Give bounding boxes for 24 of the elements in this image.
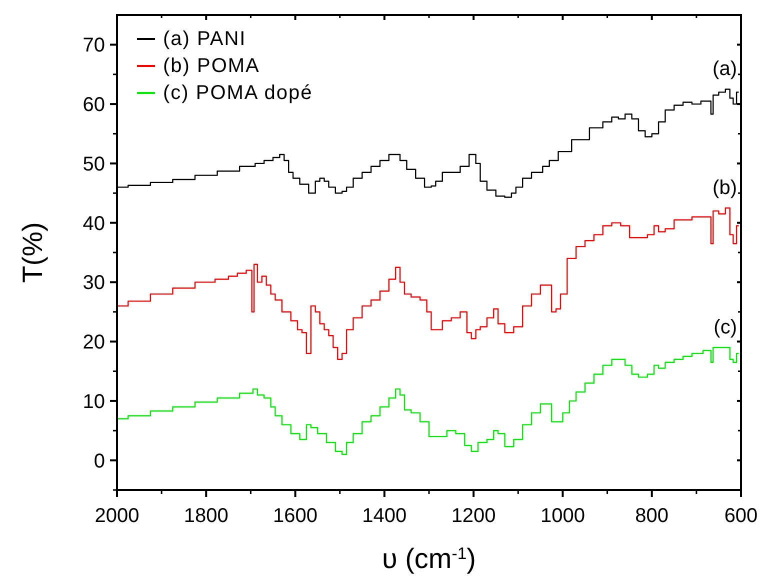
y-axis-title: T(%) [17, 222, 48, 283]
y-tick-label: 10 [82, 390, 105, 413]
x-tick-label: 1000 [540, 505, 585, 527]
y-tick-label: 30 [82, 272, 105, 294]
x-tick-label: 1800 [184, 505, 228, 527]
annotation: (b) [712, 176, 737, 199]
y-tick-label: 60 [82, 94, 105, 116]
x-tick-label: 800 [635, 505, 669, 527]
x-tick-label: 1600 [273, 505, 318, 527]
x-tick-label: 600 [724, 505, 758, 527]
annotation: (c) [714, 316, 737, 338]
y-tick-label: 40 [82, 212, 105, 235]
y-tick-label: 0 [94, 450, 105, 472]
legend-label: (a) PANI [163, 28, 246, 50]
x-tick-label: 1400 [362, 505, 407, 527]
y-tick-label: 50 [82, 153, 105, 176]
legend-label: (b) POMA [163, 55, 260, 77]
legend-label: (c) POMA dopé [163, 82, 313, 104]
annotation: (a) [712, 58, 737, 80]
x-tick-label: 2000 [94, 505, 140, 527]
x-tick-label: 1200 [451, 505, 496, 527]
y-tick-label: 20 [82, 332, 105, 354]
y-tick-label: 70 [82, 34, 105, 57]
x-axis-title: υ (cm$^{-1}$) [382, 543, 476, 574]
